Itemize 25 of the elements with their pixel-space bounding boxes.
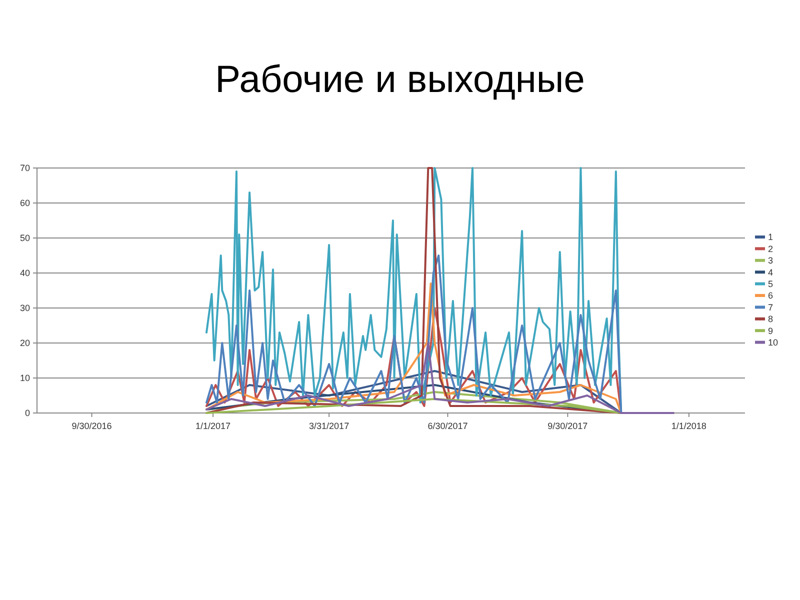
legend-label: 1 [768, 232, 774, 242]
x-tick-label: 3/31/2017 [309, 421, 350, 431]
x-tick-label: 1/1/2017 [196, 421, 231, 431]
y-tick-label: 50 [20, 233, 30, 244]
y-tick-label: 0 [24, 408, 30, 418]
legend-label: 7 [768, 302, 774, 312]
legend-label: 2 [768, 244, 774, 254]
legend-label: 10 [768, 337, 778, 348]
legend-label: 3 [768, 256, 774, 266]
y-tick-label: 70 [20, 163, 30, 174]
x-tick-label: 1/1/2018 [671, 421, 706, 431]
x-tick-label: 9/30/2016 [72, 421, 112, 431]
legend-label: 8 [768, 314, 774, 324]
y-tick-label: 40 [20, 268, 30, 278]
y-tick-label: 60 [20, 198, 30, 208]
legend-label: 4 [768, 267, 774, 278]
chart-title: Рабочие и выходные [215, 59, 585, 101]
x-tick-label: 9/30/2017 [548, 421, 588, 431]
legend-label: 5 [768, 278, 774, 289]
y-tick-label: 10 [20, 373, 30, 384]
legend-label: 6 [768, 290, 774, 301]
y-tick-label: 30 [20, 303, 30, 314]
legend-label: 9 [768, 326, 774, 336]
x-tick-label: 6/30/2017 [428, 421, 468, 431]
y-tick-label: 20 [20, 338, 30, 348]
